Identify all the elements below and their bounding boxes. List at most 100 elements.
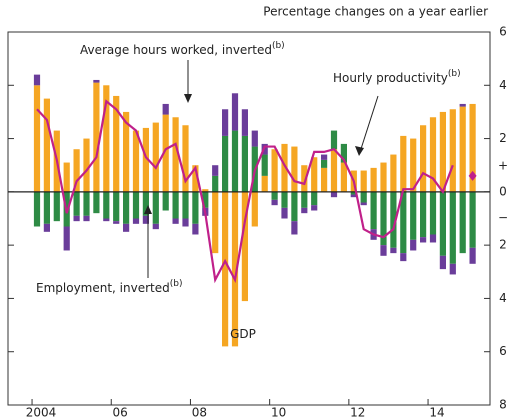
bar	[420, 237, 427, 243]
bar	[340, 143, 347, 163]
x-tick-label: 08	[192, 406, 207, 417]
bar	[222, 109, 229, 136]
bar	[231, 191, 239, 347]
bar	[142, 215, 149, 224]
bar	[113, 221, 120, 224]
bar	[281, 191, 288, 208]
bar	[330, 191, 338, 198]
bar	[132, 218, 140, 224]
bar	[142, 127, 149, 192]
bar	[251, 130, 258, 147]
bar	[123, 111, 130, 192]
annotation-sup: (b)	[272, 41, 285, 51]
bar	[439, 191, 446, 256]
bar	[33, 74, 41, 86]
bar	[469, 247, 476, 264]
y-tick-label: 2	[499, 131, 507, 145]
bar	[93, 82, 100, 192]
plot-frame	[7, 31, 491, 406]
arrow-head	[184, 94, 192, 103]
bar	[350, 194, 357, 198]
bar	[152, 223, 159, 230]
sign-label: +	[498, 158, 508, 172]
annotation-text: Average hours worked, inverted	[80, 43, 272, 57]
x-tick-label: 14	[429, 406, 444, 417]
bar	[380, 245, 387, 256]
y-tick-label: 8	[499, 398, 507, 412]
bar	[73, 191, 80, 216]
bar	[271, 149, 278, 192]
bar	[429, 191, 437, 235]
bar	[222, 191, 229, 347]
bar	[380, 162, 387, 192]
bar	[152, 122, 159, 192]
bar	[63, 226, 70, 251]
bar	[301, 165, 308, 192]
bar	[459, 191, 466, 254]
bar	[231, 93, 239, 131]
annotation: Hourly productivity(b)	[333, 69, 461, 85]
y-tick-label: 2	[499, 238, 507, 252]
bar	[83, 138, 90, 192]
bar	[469, 191, 476, 248]
bar	[103, 218, 110, 222]
bar	[301, 191, 308, 208]
x-tick-label: 06	[113, 406, 128, 417]
bar	[439, 255, 446, 270]
bar	[83, 215, 90, 222]
bar	[400, 253, 407, 262]
bar	[162, 191, 169, 211]
bar	[340, 162, 347, 192]
bar	[93, 79, 100, 83]
bar	[321, 167, 328, 192]
bar	[350, 191, 357, 195]
bar	[172, 191, 179, 219]
bar	[410, 191, 417, 240]
arrow-head	[144, 205, 152, 214]
bar	[370, 167, 377, 192]
bar	[281, 207, 288, 219]
bar	[271, 199, 278, 206]
bar	[113, 95, 120, 192]
bar	[241, 191, 248, 302]
bar	[113, 191, 120, 222]
bar	[321, 154, 328, 160]
bar	[390, 247, 397, 254]
bar	[231, 130, 239, 192]
bar	[261, 154, 268, 176]
bar	[330, 130, 338, 150]
bar	[212, 191, 219, 254]
bar	[123, 191, 130, 224]
bar	[33, 191, 41, 227]
bar	[33, 85, 41, 192]
annotation: Average hours worked, inverted(b)	[80, 41, 285, 57]
bar	[43, 98, 50, 192]
bar	[192, 165, 199, 192]
bar	[202, 189, 209, 192]
y-tick-label: 4	[499, 78, 507, 92]
annotation-text: Hourly productivity	[333, 71, 448, 85]
bar	[311, 191, 318, 206]
annotation-sup: (b)	[170, 279, 183, 289]
end-marker	[468, 170, 477, 181]
bar	[53, 130, 60, 192]
annotation-sup: (b)	[448, 69, 461, 79]
sign-label: −	[498, 210, 508, 224]
bar	[103, 191, 110, 219]
bar	[400, 135, 407, 192]
bar	[390, 191, 397, 248]
bar	[172, 218, 179, 224]
bar	[420, 191, 427, 238]
bar	[192, 223, 199, 235]
bar	[360, 202, 367, 206]
bar	[291, 191, 298, 222]
bar	[380, 191, 387, 246]
bar	[321, 159, 328, 168]
bar	[43, 191, 50, 224]
bar	[251, 191, 258, 227]
bar	[202, 191, 209, 208]
y-tick-label: 6	[499, 25, 507, 39]
bar	[311, 157, 318, 192]
bar	[212, 175, 219, 192]
bar	[212, 165, 219, 176]
